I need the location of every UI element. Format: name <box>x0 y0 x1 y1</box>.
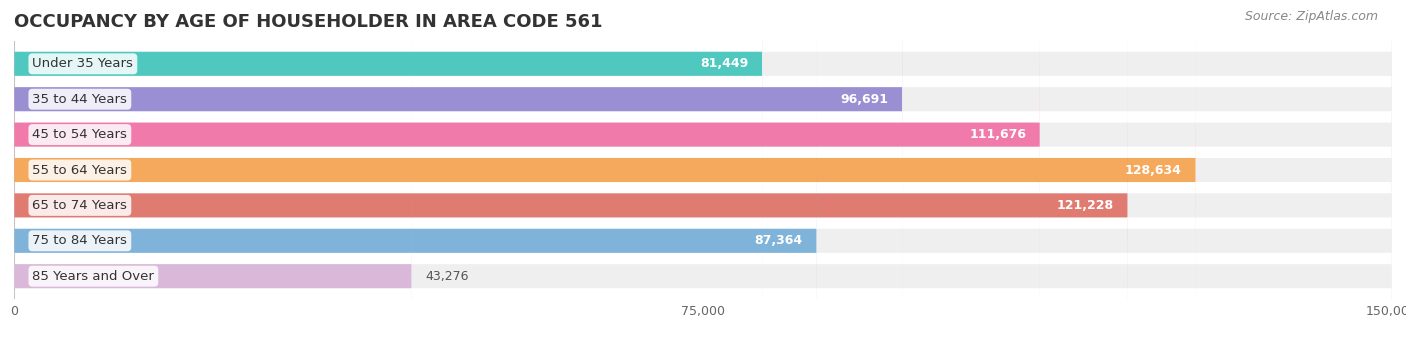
Text: 75 to 84 Years: 75 to 84 Years <box>32 234 128 247</box>
FancyBboxPatch shape <box>14 0 1040 340</box>
Text: 55 to 64 Years: 55 to 64 Years <box>32 164 128 176</box>
FancyBboxPatch shape <box>14 0 1392 340</box>
FancyBboxPatch shape <box>14 0 817 340</box>
Text: 121,228: 121,228 <box>1057 199 1114 212</box>
FancyBboxPatch shape <box>14 0 1392 340</box>
FancyBboxPatch shape <box>14 0 903 340</box>
Text: 65 to 74 Years: 65 to 74 Years <box>32 199 128 212</box>
FancyBboxPatch shape <box>14 0 1392 340</box>
Text: 96,691: 96,691 <box>841 93 889 106</box>
Text: 45 to 54 Years: 45 to 54 Years <box>32 128 128 141</box>
FancyBboxPatch shape <box>14 0 1392 340</box>
FancyBboxPatch shape <box>14 0 1195 340</box>
Text: 85 Years and Over: 85 Years and Over <box>32 270 155 283</box>
Text: 87,364: 87,364 <box>755 234 803 247</box>
Text: 128,634: 128,634 <box>1125 164 1182 176</box>
Text: 111,676: 111,676 <box>969 128 1026 141</box>
Text: 81,449: 81,449 <box>700 57 748 70</box>
FancyBboxPatch shape <box>14 0 762 340</box>
FancyBboxPatch shape <box>14 0 1392 340</box>
Text: Source: ZipAtlas.com: Source: ZipAtlas.com <box>1244 10 1378 23</box>
Text: OCCUPANCY BY AGE OF HOUSEHOLDER IN AREA CODE 561: OCCUPANCY BY AGE OF HOUSEHOLDER IN AREA … <box>14 13 603 31</box>
Text: 35 to 44 Years: 35 to 44 Years <box>32 93 128 106</box>
Text: 43,276: 43,276 <box>426 270 468 283</box>
FancyBboxPatch shape <box>14 0 1392 340</box>
FancyBboxPatch shape <box>14 0 1128 340</box>
FancyBboxPatch shape <box>14 0 1392 340</box>
FancyBboxPatch shape <box>14 0 412 340</box>
Text: Under 35 Years: Under 35 Years <box>32 57 134 70</box>
